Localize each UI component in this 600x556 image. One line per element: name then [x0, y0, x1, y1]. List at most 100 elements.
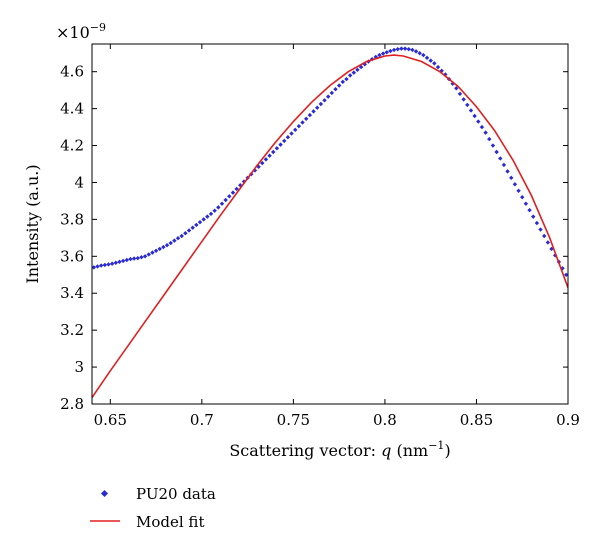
data-point — [146, 252, 151, 257]
data-point — [95, 264, 100, 269]
data-point — [413, 49, 419, 54]
data-point — [483, 130, 488, 135]
data-point — [150, 250, 155, 255]
data-point — [307, 112, 313, 118]
data-point — [282, 138, 287, 144]
x-tick-label: 0.7 — [190, 411, 214, 429]
series-pu20-data — [92, 46, 568, 277]
data-point — [380, 51, 386, 56]
data-point — [542, 233, 547, 239]
y-multiplier-exponent: −9 — [90, 21, 106, 34]
data-point — [347, 73, 353, 78]
data-point — [333, 87, 338, 92]
data-point — [435, 64, 441, 70]
data-point — [472, 113, 477, 119]
data-point — [501, 162, 507, 168]
data-point — [161, 244, 166, 250]
data-point — [395, 46, 400, 52]
data-point — [260, 160, 265, 166]
data-point — [314, 105, 320, 110]
data-point — [465, 102, 470, 108]
data-point — [212, 208, 217, 213]
data-point — [461, 97, 466, 102]
x-axis-label-variable: q — [381, 441, 391, 460]
y-axis-ticks: 2.8 3 3.2 3.4 3.6 3.8 4 4.2 4.4 4.6 — [60, 63, 568, 413]
data-point — [267, 153, 272, 158]
data-point — [164, 243, 170, 248]
series-model-fit — [92, 54, 568, 398]
data-point — [216, 205, 221, 210]
data-point — [271, 149, 276, 155]
data-point — [285, 135, 291, 140]
data-point — [190, 225, 195, 230]
data-point — [113, 260, 118, 265]
data-point — [388, 48, 393, 54]
data-point — [117, 259, 122, 265]
legend-label-pu20-data: PU20 data — [136, 485, 216, 503]
data-point — [201, 217, 206, 222]
x-tick-label: 0.8 — [373, 411, 397, 429]
y-tick-label: 4.2 — [60, 137, 84, 155]
data-point — [227, 194, 232, 199]
x-axis-label-unit-exponent: −1 — [428, 439, 444, 452]
data-point — [172, 238, 177, 243]
data-point — [351, 70, 356, 75]
data-point — [289, 131, 294, 136]
data-point — [300, 120, 305, 125]
data-point — [153, 248, 159, 253]
data-point — [124, 257, 129, 263]
data-point — [498, 156, 503, 161]
model-fit-line — [92, 54, 568, 398]
data-point — [545, 240, 551, 245]
legend-item-model-fit: Model fit — [90, 513, 204, 531]
data-point — [399, 46, 404, 51]
data-point — [479, 124, 485, 130]
data-point — [512, 182, 518, 187]
x-tick-label: 0.85 — [460, 411, 493, 429]
data-point — [135, 255, 140, 261]
data-point — [402, 46, 408, 51]
data-point — [197, 219, 203, 225]
data-point — [318, 101, 324, 107]
data-point — [344, 76, 349, 82]
data-point — [531, 214, 536, 219]
data-point — [98, 263, 104, 268]
y-tick-label: 3.2 — [60, 321, 84, 339]
data-point — [128, 256, 133, 262]
data-point — [336, 83, 342, 88]
data-point — [377, 52, 382, 58]
data-point — [520, 195, 525, 200]
data-point — [92, 265, 97, 270]
data-point — [311, 109, 316, 114]
y-tick-label: 3.8 — [60, 210, 84, 228]
data-point — [157, 246, 162, 252]
data-point — [428, 58, 433, 63]
data-point — [175, 236, 181, 241]
y-multiplier-label: ×10−9 — [56, 21, 106, 42]
x-axis-ticks: 0.65 0.7 0.75 0.8 0.85 0.9 — [94, 44, 580, 429]
data-point — [234, 186, 239, 192]
x-tick-label: 0.9 — [556, 411, 580, 429]
data-point — [179, 233, 184, 239]
data-point — [538, 227, 543, 232]
data-point — [208, 211, 214, 217]
data-point — [476, 119, 481, 124]
plot-frame — [91, 43, 569, 405]
y-multiplier-base: ×10 — [56, 23, 90, 42]
data-point — [263, 157, 269, 162]
data-point — [563, 272, 568, 277]
data-point — [131, 256, 137, 261]
data-point — [552, 253, 558, 258]
data-point — [534, 220, 540, 226]
data-point — [487, 136, 492, 142]
legend-label-model-fit: Model fit — [136, 513, 204, 531]
data-point — [102, 262, 108, 268]
data-point — [468, 108, 474, 113]
data-point — [139, 255, 144, 260]
data-point — [278, 142, 283, 147]
data-point — [421, 52, 426, 58]
data-point — [109, 261, 115, 266]
data-point — [219, 201, 225, 206]
x-axis-label-unit-close: ) — [444, 441, 450, 460]
